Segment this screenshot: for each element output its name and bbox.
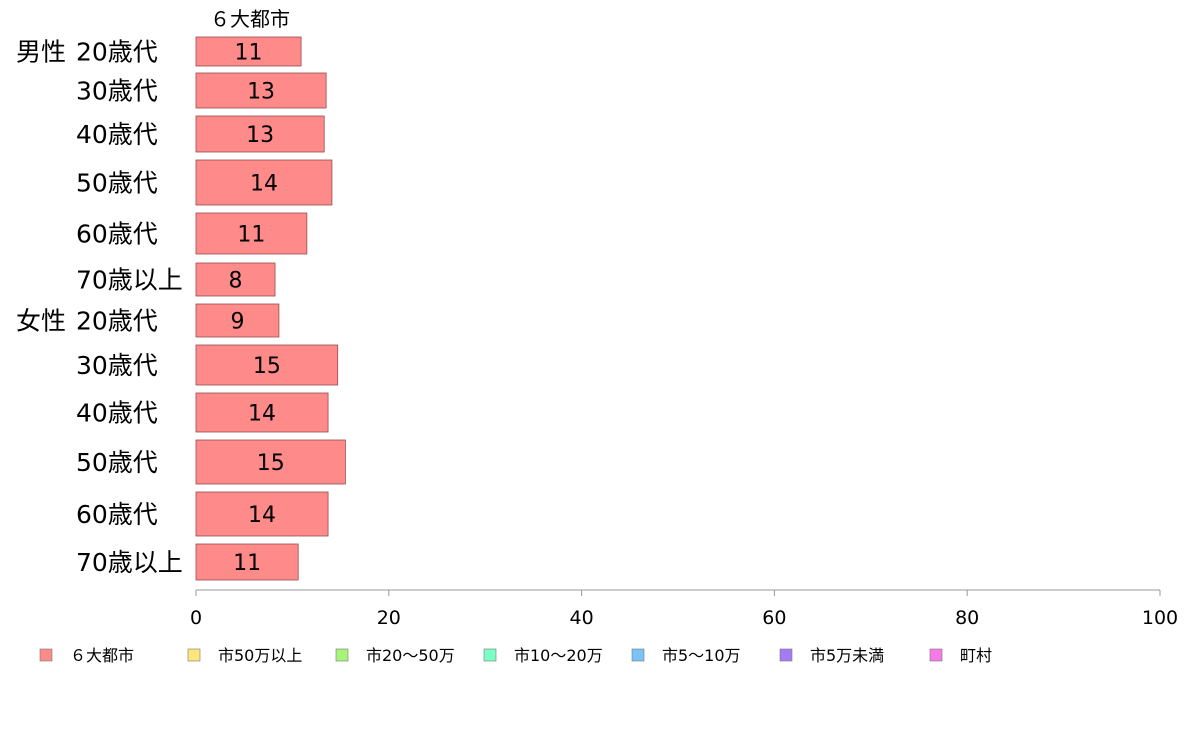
bar xyxy=(195,262,276,297)
data-label: 11 xyxy=(235,41,263,66)
legend-label: 市10～20万 xyxy=(514,646,603,665)
x-axis: 0 20 40 60 80 100 xyxy=(190,589,1178,629)
category-label: 20歳代 xyxy=(76,38,158,67)
category-label: 70歳以上 xyxy=(76,548,183,577)
category-label: 20歳代 xyxy=(76,307,158,336)
legend-swatch xyxy=(39,648,53,662)
bar xyxy=(195,303,280,338)
legend-label: ６大都市 xyxy=(70,646,134,665)
legend-swatch xyxy=(335,648,349,662)
data-label: 9 xyxy=(230,310,244,335)
bar xyxy=(195,344,339,386)
data-label: 15 xyxy=(257,451,285,476)
x-tick-label: 80 xyxy=(955,607,979,629)
category-label: 50歳代 xyxy=(76,448,158,477)
bar xyxy=(195,212,308,255)
legend-label: 市5万未満 xyxy=(810,646,884,665)
x-tick-label: 20 xyxy=(377,607,401,629)
bar xyxy=(195,392,329,433)
data-label: 13 xyxy=(247,80,275,105)
group-label: 男性 xyxy=(16,38,66,67)
data-label: 11 xyxy=(237,223,265,248)
x-tick-label: 100 xyxy=(1142,607,1178,629)
x-tick-label: 40 xyxy=(570,607,594,629)
category-label: 40歳代 xyxy=(76,120,158,149)
legend-label: 市20～50万 xyxy=(366,646,455,665)
data-label: 13 xyxy=(246,123,274,148)
legend-label: 市50万以上 xyxy=(218,646,302,665)
category-label: 40歳代 xyxy=(76,399,158,428)
legend-label: 市5～10万 xyxy=(662,646,741,665)
bar xyxy=(195,72,327,109)
x-tick-label: 60 xyxy=(762,607,786,629)
bar xyxy=(195,543,299,581)
data-label: 14 xyxy=(250,172,278,197)
legend: ６大都市 市50万以上 市20～50万 市10～20万 市5～10万 市5万未満 町村 xyxy=(39,646,992,665)
category-label: 60歳代 xyxy=(76,500,158,529)
category-label: 50歳代 xyxy=(76,169,158,198)
data-label: 15 xyxy=(253,354,281,379)
category-label: 30歳代 xyxy=(76,351,158,380)
data-label: 14 xyxy=(248,402,276,427)
bar xyxy=(195,36,302,67)
x-tick-label: 0 xyxy=(190,607,202,629)
legend-swatch xyxy=(483,648,497,662)
legend-swatch xyxy=(929,648,943,662)
bar xyxy=(195,115,325,153)
legend-swatch xyxy=(779,648,793,662)
data-label: 8 xyxy=(229,269,243,294)
series-header: ６大都市 xyxy=(210,7,290,31)
bar xyxy=(195,159,333,206)
data-label: 14 xyxy=(248,503,276,528)
bar xyxy=(195,491,329,537)
category-label: 60歳代 xyxy=(76,220,158,249)
data-label: 11 xyxy=(233,551,261,576)
legend-swatch xyxy=(187,648,201,662)
category-label: 30歳代 xyxy=(76,77,158,106)
category-label: 70歳以上 xyxy=(76,266,183,295)
legend-swatch xyxy=(631,648,645,662)
legend-label: 町村 xyxy=(960,646,992,665)
group-label: 女性 xyxy=(16,307,66,336)
bar xyxy=(195,439,346,485)
bars-layer: 11 13 13 14 11 8 9 15 14 15 14 11 xyxy=(195,36,346,581)
